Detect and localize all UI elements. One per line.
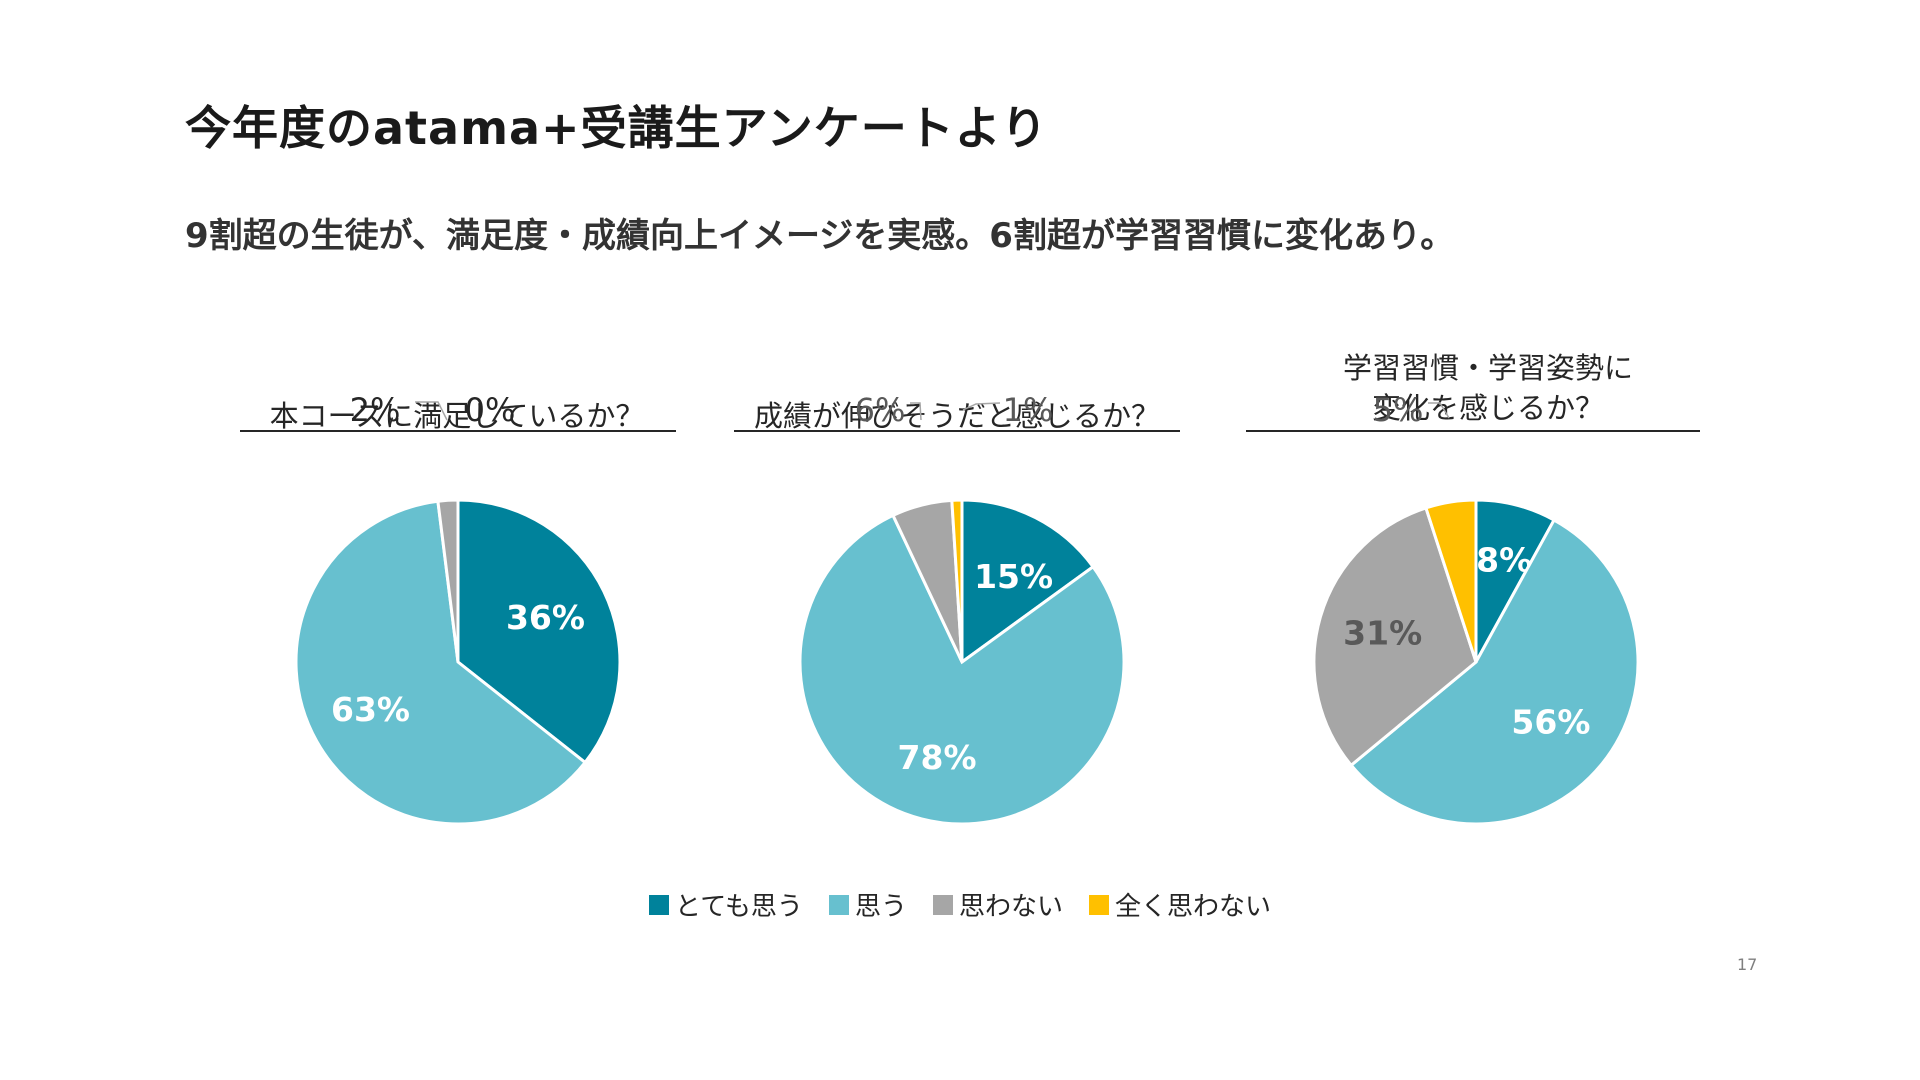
- chart-3-label-4: 5%: [1373, 391, 1424, 429]
- chart-2-label-2: 78%: [898, 738, 977, 777]
- chart-3-leader-4: [1428, 402, 1450, 419]
- chart-1-slice-1: [456, 498, 622, 765]
- chart-3-slice-4: [1424, 498, 1478, 663]
- chart-3-label-3: 31%: [1343, 613, 1422, 652]
- chart-3-question: 学習習慣・学習姿勢に 変化を感じるか？: [1263, 344, 1713, 428]
- chart-2-underline: [734, 430, 1180, 432]
- legend-label-strongly-disagree: 全く思わない: [1114, 892, 1271, 922]
- chart-3-question-line-2: 変化を感じるか？: [1371, 391, 1604, 425]
- chart-2-slice-2: [798, 513, 1126, 826]
- legend-label-very-agree: とても思う: [675, 892, 803, 922]
- chart-3-slice-3: [1312, 506, 1478, 768]
- legend-item-strongly-disagree: 全く思わない: [1088, 886, 1271, 923]
- chart-3-underline: [1246, 430, 1700, 432]
- chart-1-label-4: 0%: [465, 391, 516, 429]
- chart-3-question-line-1: 学習習慣・学習姿勢に: [1342, 351, 1633, 385]
- legend-label-agree: 思う: [854, 892, 907, 922]
- page-number: 17: [1737, 955, 1758, 974]
- chart-3-slice-2: [1349, 517, 1640, 826]
- chart-1-question: 本コースに満足しているか？: [232, 352, 682, 436]
- legend-swatch-strongly-disagree: [1088, 894, 1109, 915]
- chart-2-leader-3: [910, 402, 922, 421]
- legend-label-disagree: 思わない: [958, 892, 1063, 922]
- legend-swatch-agree: [828, 894, 849, 915]
- legend-item-disagree: 思わない: [932, 886, 1063, 923]
- legend-swatch-disagree: [932, 894, 953, 915]
- chart-3-label-1: 8%: [1476, 541, 1532, 580]
- legend-swatch-very-agree: [649, 894, 670, 915]
- slide-title: 今年度のatama+受講生アンケートより: [185, 101, 1048, 155]
- chart-3-label-2: 56%: [1511, 702, 1590, 741]
- pie-charts: 36% 63% 2% 0% 15% 78% 6% 1% 8% 56% 31% 5%: [294, 391, 1640, 826]
- chart-1-label-2: 63%: [331, 690, 410, 729]
- chart-2-label-1: 15%: [974, 557, 1053, 596]
- chart-1-underline: [240, 430, 676, 432]
- legend-item-agree: 思う: [828, 886, 907, 923]
- chart-1-slice-2: [294, 499, 588, 826]
- chart-1-question-line-1: 本コースに満足しているか？: [269, 399, 645, 433]
- legend-item-very-agree: とても思う: [649, 886, 803, 923]
- chart-2-question-line-1: 成績が伸びそうだと感じるか？: [753, 399, 1160, 433]
- chart-2-slice-4: [950, 498, 964, 663]
- chart-1-label-3: 2%: [350, 391, 401, 429]
- chart-2-label-4: 1%: [1003, 391, 1054, 429]
- chart-2-question: 成績が伸びそうだと感じるか？: [732, 352, 1182, 436]
- chart-1-slice-3: [436, 498, 460, 663]
- legend: とても思う 思う 思わない 全く思わない: [0, 886, 1920, 923]
- chart-1-leader-3: [415, 401, 448, 421]
- chart-2-leader-4: [962, 402, 1001, 411]
- chart-2-label-3: 6%: [855, 391, 906, 429]
- slide-subtitle: 9割超の生徒が、満足度・成績向上イメージを実感。6割超が学習習慣に変化あり。: [185, 216, 1455, 256]
- chart-2-slice-1: [960, 498, 1096, 665]
- chart-1-label-1: 36%: [506, 598, 585, 637]
